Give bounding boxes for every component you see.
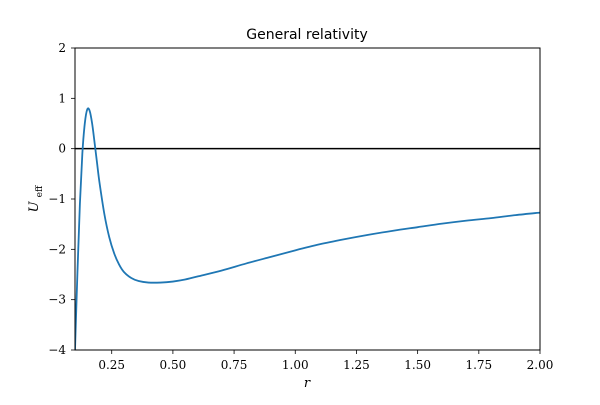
y-tick-label: −1	[48, 192, 66, 206]
x-axis-ticks: 0.25 0.50 0.75 1.00 1.25 1.50 1.75 2.00	[98, 350, 553, 372]
x-tick-label: 1.00	[282, 358, 309, 372]
y-axis-label-main: U	[27, 200, 42, 212]
y-axis-label: U eff	[27, 185, 45, 212]
y-tick-label: 1	[58, 91, 66, 105]
y-tick-label: −2	[48, 242, 66, 256]
x-tick-label: 0.75	[221, 358, 248, 372]
y-axis-ticks: −4 −3 −2 −1 0 1 2	[48, 41, 75, 357]
x-tick-label: 0.25	[98, 358, 125, 372]
x-tick-label: 1.50	[404, 358, 431, 372]
series-line	[75, 107, 540, 350]
y-tick-label: 0	[58, 142, 66, 156]
chart-title: General relativity	[246, 27, 367, 43]
y-axis-label-subscript: eff	[35, 185, 45, 197]
x-tick-label: 1.25	[343, 358, 370, 372]
x-axis-label: r	[304, 376, 311, 391]
y-tick-label: −3	[48, 293, 66, 307]
plot-frame	[74, 47, 541, 351]
y-tick-label: −4	[48, 343, 66, 357]
x-tick-label: 2.00	[527, 358, 554, 372]
y-tick-label: 2	[58, 41, 66, 55]
x-tick-label: 0.50	[160, 358, 187, 372]
x-tick-label: 1.75	[465, 358, 492, 372]
